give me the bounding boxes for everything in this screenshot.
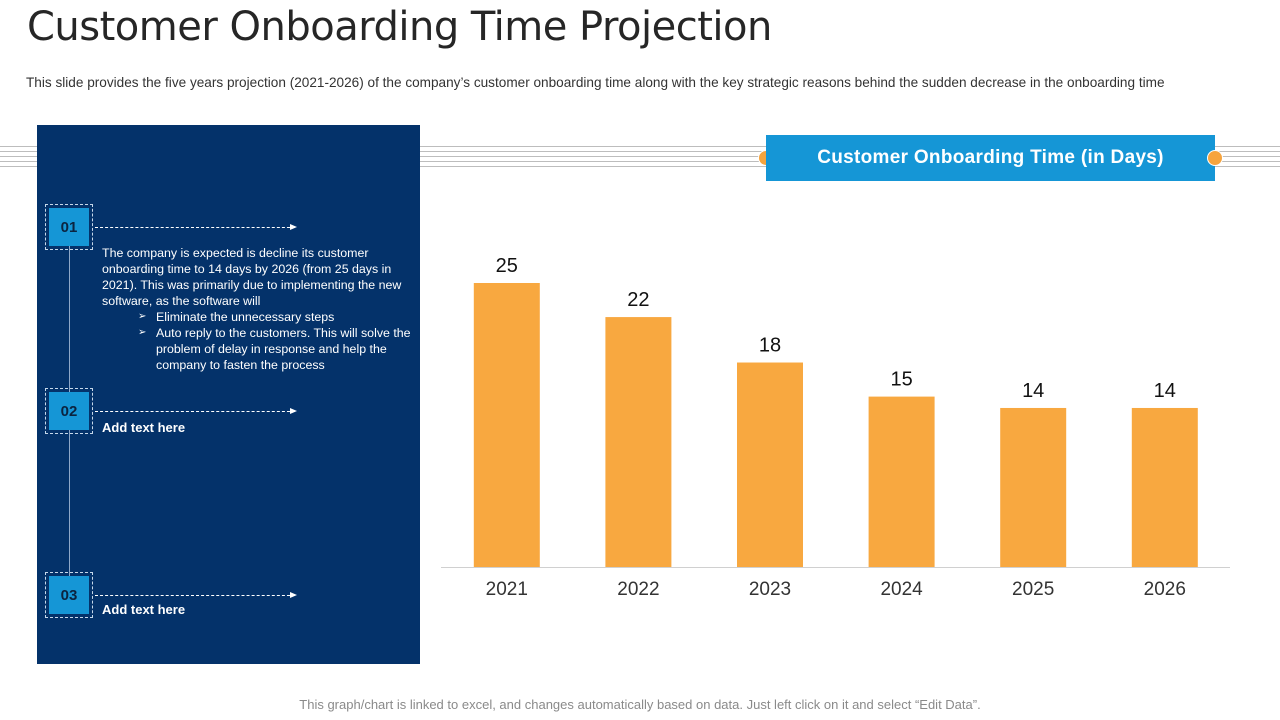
x-tick-label-2025: 2025 <box>1012 579 1054 600</box>
x-tick-label-2023: 2023 <box>749 579 791 600</box>
page-subtitle: This slide provides the five years proje… <box>26 75 1165 90</box>
bar-2025[interactable] <box>1000 407 1067 567</box>
step-1-bullets: Eliminate the unnecessary steps Auto rep… <box>102 309 414 373</box>
step-marker-3: 03 <box>45 572 93 618</box>
data-label-2022: 22 <box>627 289 649 311</box>
data-label-2021: 25 <box>496 255 518 277</box>
step-arrow-2 <box>95 408 297 414</box>
bullet-item: Auto reply to the customers. This will s… <box>138 325 414 373</box>
x-tick-label-2022: 2022 <box>617 579 659 600</box>
data-label-2026: 14 <box>1154 380 1176 402</box>
step-1-paragraph: The company is expected is decline its c… <box>102 246 402 308</box>
data-label-2025: 14 <box>1022 380 1044 402</box>
step-marker-1: 01 <box>45 204 93 250</box>
step-2-label: Add text here <box>102 420 186 435</box>
strategy-panel: 01 The company is expected is decline it… <box>37 125 420 664</box>
header-dot-right <box>1207 150 1223 166</box>
bar-2024[interactable] <box>868 396 935 567</box>
bullet-item: Eliminate the unnecessary steps <box>138 309 414 325</box>
step-marker-2: 02 <box>45 388 93 434</box>
bar-2026[interactable] <box>1131 407 1198 567</box>
decorative-lines <box>0 146 1280 170</box>
step-arrow-3 <box>95 592 297 598</box>
step-1-text: The company is expected is decline its c… <box>102 245 414 373</box>
x-tick-label-2026: 2026 <box>1144 579 1186 600</box>
data-label-2023: 18 <box>759 335 781 357</box>
chart-title: Customer Onboarding Time (in Days) <box>766 135 1215 181</box>
bar-2022[interactable] <box>605 317 672 567</box>
step-number-1: 01 <box>49 208 89 246</box>
step-arrow-1 <box>95 224 297 230</box>
bar-2021[interactable] <box>473 283 540 567</box>
bar-2023[interactable] <box>737 362 803 567</box>
data-label-2024: 15 <box>890 369 912 391</box>
footer-note: This graph/chart is linked to excel, and… <box>299 697 981 712</box>
step-number-3: 03 <box>49 576 89 614</box>
bar-chart[interactable]: 25 2021 22 2022 18 2023 15 2024 14 2025 14 2026 <box>430 240 1240 620</box>
step-number-2: 02 <box>49 392 89 430</box>
x-tick-label-2024: 2024 <box>880 579 923 600</box>
step-3-label: Add text here <box>102 602 186 617</box>
page-title: Customer Onboarding Time Projection <box>27 4 772 50</box>
x-tick-label-2021: 2021 <box>486 579 528 600</box>
